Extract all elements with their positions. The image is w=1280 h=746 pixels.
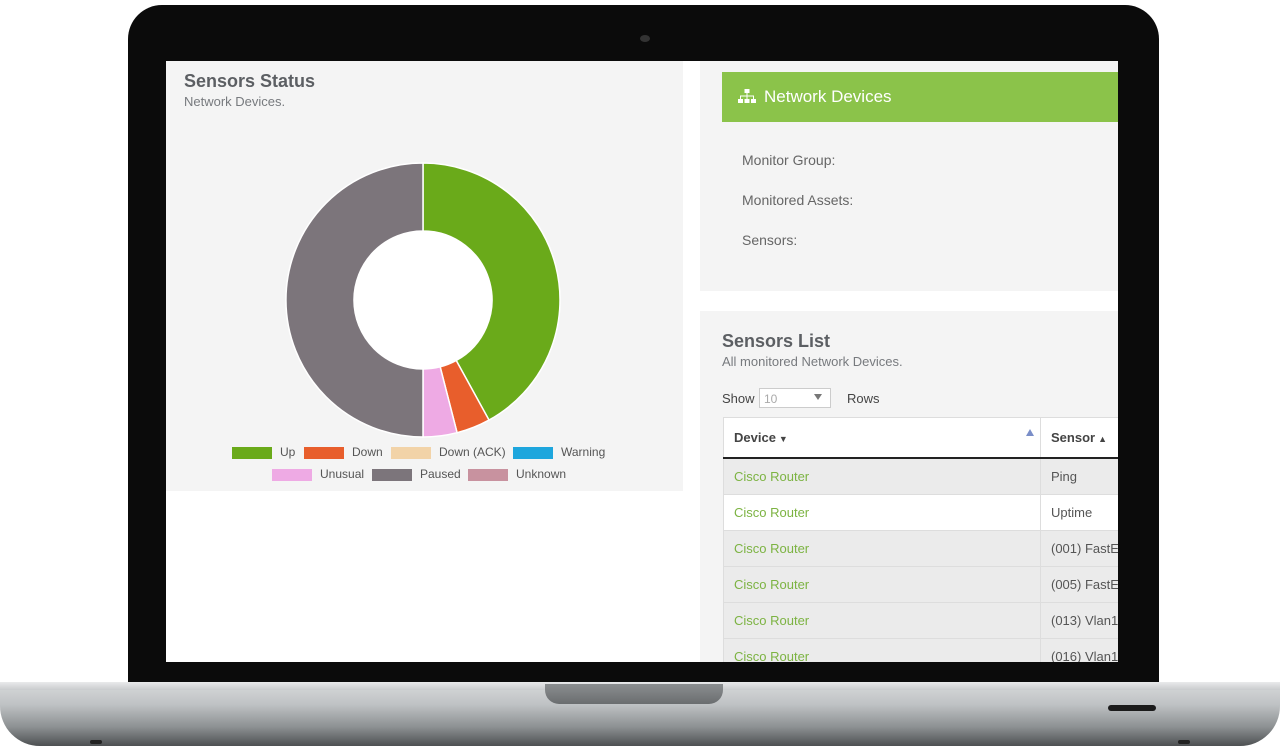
legend-swatch: [391, 446, 431, 459]
sensor-cell: Ping: [1040, 457, 1118, 495]
screen: Sensors Status Network Devices. Up Down Do…: [166, 61, 1118, 662]
device-cell[interactable]: Cisco Router: [723, 602, 1041, 639]
device-cell[interactable]: Cisco Router: [723, 494, 1041, 531]
sensor-cell: (005) FastEt: [1040, 566, 1118, 603]
column-header-device[interactable]: Device ▼: [723, 417, 1041, 459]
legend-label: Down: [352, 445, 383, 459]
legend-label: Unusual: [320, 467, 365, 481]
network-devices-panel: Network Devices Monitor Group: Monitored…: [700, 61, 1118, 291]
laptop-foot: [1178, 740, 1190, 744]
sensors-status-panel: Sensors Status Network Devices. Up Down Do…: [166, 61, 683, 491]
legend-label: Unknown: [516, 467, 567, 481]
rows-label: Rows: [847, 391, 880, 406]
sensors-label: Sensors:: [742, 232, 798, 248]
legend-item[interactable]: Down (ACK): [391, 445, 506, 459]
chevron-down-icon: [814, 394, 822, 400]
legend-item[interactable]: Warning: [513, 445, 605, 459]
device-cell[interactable]: Cisco Router: [723, 638, 1041, 662]
legend-swatch: [304, 446, 344, 459]
table-row[interactable]: Cisco Router (005) FastEt: [723, 566, 1118, 603]
legend-swatch: [372, 468, 412, 481]
table-row[interactable]: Cisco Router Uptime: [723, 494, 1118, 531]
camera-icon: [640, 35, 650, 42]
sensor-cell: (013) Vlan1: [1040, 602, 1118, 639]
legend-item[interactable]: Down: [304, 445, 383, 459]
sensor-cell: (001) FastEt: [1040, 530, 1118, 567]
device-cell[interactable]: Cisco Router: [723, 530, 1041, 567]
network-devices-title: Network Devices: [764, 87, 892, 106]
sensor-cell: Uptime: [1040, 494, 1118, 531]
legend-item[interactable]: Paused: [372, 467, 461, 481]
sensors-list-subtitle: All monitored Network Devices.: [722, 354, 903, 369]
legend-label: Paused: [420, 467, 461, 481]
laptop-foot: [90, 740, 102, 744]
legend-label: Down (ACK): [439, 445, 506, 459]
sensors-table: Device ▼ Sensor ▲︎ Cisco Router Ping Cisco…: [723, 417, 1118, 662]
table-row[interactable]: Cisco Router (016) Vlan1: [723, 638, 1118, 662]
column-header-sensor[interactable]: Sensor ▲︎: [1040, 417, 1118, 459]
sensors-status-subtitle: Network Devices.: [184, 94, 286, 109]
sitemap-icon: [738, 89, 756, 103]
laptop-slot: [1108, 705, 1156, 711]
table-row[interactable]: Cisco Router Ping: [723, 457, 1118, 495]
rows-per-page-select[interactable]: 10: [759, 388, 831, 408]
sensor-cell: (016) Vlan1: [1040, 638, 1118, 662]
table-row[interactable]: Cisco Router (001) FastEt: [723, 530, 1118, 567]
legend-swatch: [272, 468, 312, 481]
network-devices-header: Network Devices: [722, 72, 1118, 122]
show-label: Show: [722, 391, 755, 406]
legend-swatch: [232, 446, 272, 459]
legend-label: Up: [280, 445, 296, 459]
device-cell[interactable]: Cisco Router: [723, 457, 1041, 495]
device-cell[interactable]: Cisco Router: [723, 566, 1041, 603]
donut-hole: [354, 231, 492, 369]
legend-item[interactable]: Unknown: [468, 467, 566, 481]
column-header-sensor-label: Sensor: [1051, 430, 1096, 445]
table-row[interactable]: Cisco Router (013) Vlan1: [723, 602, 1118, 639]
legend-swatch: [468, 468, 508, 481]
column-header-device-label: Device: [734, 430, 776, 445]
sensors-status-title: Sensors Status: [184, 71, 316, 91]
legend-label: Warning: [561, 445, 606, 459]
laptop-lid-notch: [545, 684, 723, 704]
monitored-assets-label: Monitored Assets:: [742, 192, 854, 208]
monitor-group-label: Monitor Group:: [742, 152, 836, 168]
sort-desc-icon: ▼: [778, 434, 788, 444]
sensors-list-title: Sensors List: [722, 331, 831, 351]
sensors-list-panel: Sensors List All monitored Network Devic…: [700, 311, 1118, 662]
legend-item[interactable]: Unusual: [272, 467, 364, 481]
rows-per-page-value: 10: [764, 392, 778, 406]
sort-asc-icon: [1026, 429, 1034, 436]
legend-swatch: [513, 446, 553, 459]
legend-item[interactable]: Up: [232, 445, 295, 459]
sensors-donut-chart: [285, 162, 561, 438]
sort-both-icon: ▲︎: [1098, 434, 1107, 444]
